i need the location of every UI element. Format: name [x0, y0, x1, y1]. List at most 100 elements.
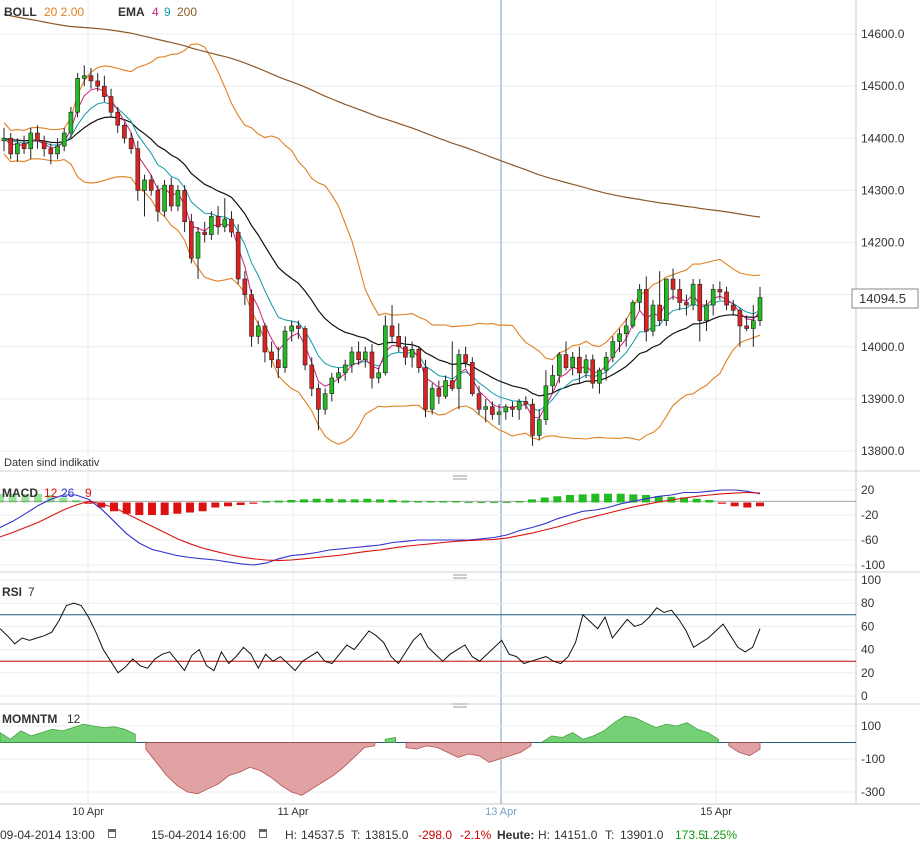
- today-low-label: T:: [605, 828, 615, 842]
- low-label: T:: [351, 828, 361, 842]
- change-pct: -2.1%: [460, 828, 492, 842]
- macd-histogram-bar: [72, 500, 80, 503]
- candle-body: [617, 333, 622, 342]
- range-to: 15-04-2014 16:00: [151, 828, 246, 842]
- momentum-positive-area: [0, 723, 136, 743]
- resize-handle-mom[interactable]: [453, 703, 467, 708]
- macd-histogram-bar: [439, 501, 448, 503]
- candle-body: [751, 320, 756, 329]
- candle-body: [362, 351, 368, 361]
- resize-handle-macd[interactable]: [453, 475, 467, 480]
- candle-body: [249, 294, 254, 337]
- high-label: H:: [285, 828, 297, 842]
- candle-body: [550, 375, 555, 387]
- macd-histogram-bar: [148, 502, 156, 515]
- calendar-icon[interactable]: [259, 829, 267, 838]
- candle-body: [396, 336, 402, 348]
- candle-body: [35, 132, 40, 142]
- macd-histogram-bar: [680, 497, 688, 503]
- resize-handle-rsi[interactable]: [453, 574, 467, 579]
- candle-body: [88, 75, 94, 82]
- candle-body: [409, 349, 415, 358]
- candle-body: [182, 190, 187, 222]
- candle-body: [690, 283, 696, 306]
- low-value: 13815.0: [365, 828, 409, 842]
- macd-histogram-bar: [692, 498, 701, 503]
- candle-body: [657, 304, 662, 321]
- macd-histogram-bar: [426, 501, 435, 503]
- legend-boll-params: 20 2.00: [44, 5, 84, 19]
- momentum-negative-area: [145, 742, 376, 796]
- macd-histogram-bar: [312, 498, 321, 503]
- y-tick-label: 14200.0: [861, 236, 905, 250]
- y-tick-label: 14600.0: [861, 27, 905, 41]
- y-tick-label: -100: [861, 752, 885, 766]
- macd-histogram-bar: [566, 495, 574, 503]
- macd-histogram-bar: [477, 501, 486, 503]
- legend-ema-200: 200: [177, 5, 197, 19]
- macd-histogram-bar: [21, 493, 30, 503]
- candle-body: [316, 388, 321, 410]
- candle-body: [48, 148, 54, 155]
- macd-histogram-bar: [502, 501, 511, 503]
- overlay-legend[interactable]: BOLL 20 2.00 EMA 4 9 200: [4, 5, 197, 19]
- bollinger-bands: [3, 43, 761, 445]
- bollinger-lower: [3, 153, 761, 445]
- candle-body: [677, 289, 683, 303]
- candle-body: [255, 325, 261, 337]
- calendar-icon[interactable]: [108, 829, 116, 838]
- y-tick-label: 60: [861, 619, 875, 633]
- macd-histogram-bar: [654, 496, 663, 503]
- candle-body: [757, 297, 763, 321]
- macd-histogram-bar: [287, 500, 296, 503]
- macd-histogram-bar: [211, 502, 220, 508]
- candle-body: [262, 325, 268, 353]
- date-label: 11 Apr: [278, 806, 309, 818]
- candle-body: [637, 289, 642, 303]
- candle-body: [610, 341, 616, 358]
- candle-body: [81, 75, 87, 79]
- macd-histogram-bar: [388, 500, 397, 503]
- macd-histogram-bar: [604, 493, 612, 503]
- candle-body: [403, 346, 408, 358]
- candle-body: [95, 80, 100, 87]
- candle-body: [577, 356, 582, 374]
- candle-body: [664, 278, 669, 321]
- candle-body: [630, 302, 636, 327]
- macd-histogram-bar: [122, 502, 131, 514]
- macd-histogram-bar: [376, 499, 384, 503]
- candle-body: [215, 216, 221, 228]
- macd-histogram-bar: [160, 502, 169, 515]
- candle-body: [436, 388, 442, 397]
- mom-legend[interactable]: MOMNTM 12: [2, 712, 81, 726]
- macd-legend[interactable]: MACD 12 26 9: [2, 486, 92, 500]
- macd-histogram-bar: [173, 502, 182, 514]
- candle-body: [443, 380, 448, 397]
- candle-body: [75, 78, 80, 113]
- rsi-title: RSI: [2, 585, 22, 599]
- candle-body: [496, 411, 502, 415]
- macd-title: MACD: [2, 486, 38, 500]
- macd-histogram-bar: [490, 501, 498, 503]
- macd-histogram-bar: [591, 493, 600, 503]
- candle-body: [229, 218, 234, 233]
- macd-histogram-bar: [756, 502, 764, 507]
- candle-body: [603, 356, 609, 371]
- y-tick-label: 100: [861, 719, 881, 733]
- candle-body: [670, 278, 676, 290]
- rsi-legend[interactable]: RSI 7: [2, 585, 35, 599]
- candle-body: [122, 124, 127, 139]
- candle-body: [737, 309, 743, 327]
- candle-body: [342, 364, 348, 374]
- candle-body: [376, 372, 381, 379]
- candle-body: [329, 377, 335, 394]
- candle-body: [416, 349, 422, 368]
- macd-histogram-bar: [84, 502, 93, 504]
- candle-body: [536, 419, 542, 436]
- macd-histogram-bar: [452, 501, 460, 503]
- macd-histogram-bar: [135, 502, 144, 515]
- legend-ema-4: 4: [152, 5, 159, 19]
- date-label: 13 Apr: [485, 806, 517, 818]
- macd-panel: 20 -20 -60 -100: [0, 483, 885, 572]
